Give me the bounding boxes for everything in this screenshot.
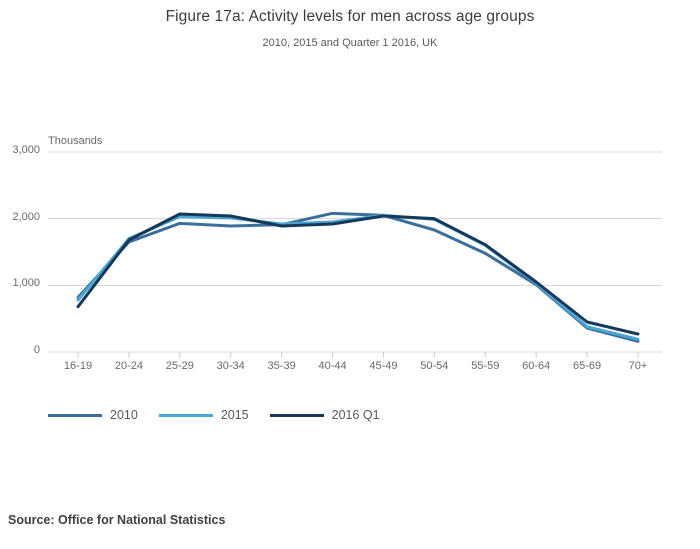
x-tick-label: 30-34 [216,360,245,372]
legend-label: 2015 [220,408,249,422]
legend-item-2016-q1[interactable]: 2016 Q1 [269,408,380,422]
series-line-2010 [76,211,640,343]
y-tick-label: 0 [33,344,40,356]
source-note: Source: Office for National Statistics [8,513,226,527]
y-tick-label: 2,000 [12,210,40,223]
x-tick-label: 50-54 [420,360,449,372]
legend-swatch-2015 [158,413,213,417]
y-tick-label: 1,000 [12,277,40,290]
legend-swatch-2010 [48,413,102,417]
series-line-2015 [76,213,640,341]
x-tick-label: 45-49 [369,360,398,372]
x-tick-label: 40-44 [318,360,347,372]
x-tick-label: 55-59 [471,360,500,372]
line-chart-plot [48,151,662,358]
x-tick-label: 35-39 [267,360,296,372]
x-tick-label: 25-29 [165,360,194,372]
legend-label: 2016 Q1 [331,408,380,422]
chart-legend: 2010 2015 2016 Q1 [48,408,380,422]
y-axis-unit-label: Thousands [48,135,103,147]
y-tick-label: 3,000 [12,144,40,156]
x-tick-label: 60-64 [522,360,551,372]
series-line-2016-q1 [76,212,640,336]
legend-swatch-2016-q1 [269,413,324,417]
x-tick-label: 70+ [628,360,648,372]
legend-item-2010[interactable]: 2010 [48,408,138,422]
x-tick-label: 65-69 [573,360,602,372]
chart-title: Figure 17a: Activity levels for men acro… [165,8,535,25]
chart-subtitle: 2010, 2015 and Quarter 1 2016, UK [262,37,438,49]
legend-item-2015[interactable]: 2015 [158,408,249,422]
x-tick-label: 20-24 [114,360,143,372]
x-tick-label: 16-19 [63,360,93,372]
legend-label: 2010 [110,408,138,422]
